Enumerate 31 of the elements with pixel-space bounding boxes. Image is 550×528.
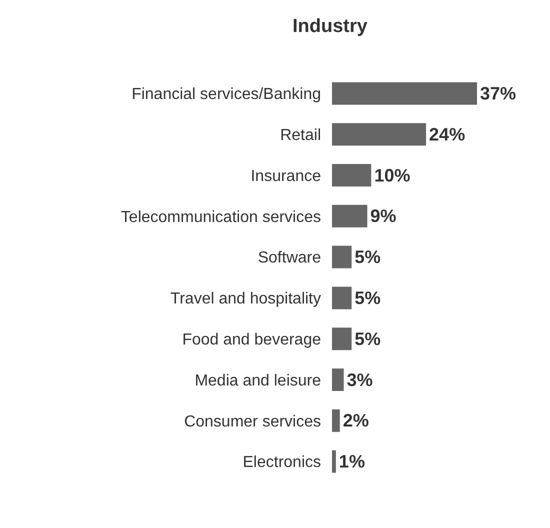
y-tick-label: Media and leisure bbox=[194, 372, 322, 390]
data-label: 37% bbox=[480, 83, 516, 104]
bar bbox=[332, 368, 344, 391]
y-tick-label: Telecommunication services bbox=[120, 208, 321, 226]
bar bbox=[332, 204, 368, 228]
chart-title: Industry bbox=[292, 16, 368, 37]
y-tick-label: Software bbox=[258, 250, 322, 267]
bar bbox=[332, 123, 426, 146]
bar bbox=[332, 164, 372, 186]
bar bbox=[332, 286, 352, 310]
bar bbox=[332, 328, 352, 350]
y-tick-label: Insurance bbox=[250, 168, 322, 185]
y-tick-label: Consumer services bbox=[184, 413, 321, 430]
data-label: 3% bbox=[346, 370, 373, 390]
bar bbox=[332, 409, 340, 432]
data-label: 5% bbox=[354, 288, 381, 308]
data-label: 2% bbox=[342, 410, 369, 431]
y-tick-label: Financial services/Banking bbox=[132, 86, 321, 104]
bar bbox=[332, 450, 336, 473]
data-label: 9% bbox=[370, 206, 396, 226]
data-label: 24% bbox=[429, 124, 466, 144]
data-label: 5% bbox=[354, 328, 381, 349]
data-label: 10% bbox=[374, 165, 410, 186]
bar bbox=[332, 82, 477, 105]
y-tick-label: Travel and hospitality bbox=[170, 290, 321, 308]
data-label: 5% bbox=[354, 247, 381, 268]
bar bbox=[332, 246, 352, 268]
data-label: 1% bbox=[338, 452, 365, 472]
y-tick-label: Food and beverage bbox=[182, 331, 322, 348]
y-tick-label: Retail bbox=[280, 126, 321, 144]
y-tick-label: Electronics bbox=[242, 454, 321, 472]
